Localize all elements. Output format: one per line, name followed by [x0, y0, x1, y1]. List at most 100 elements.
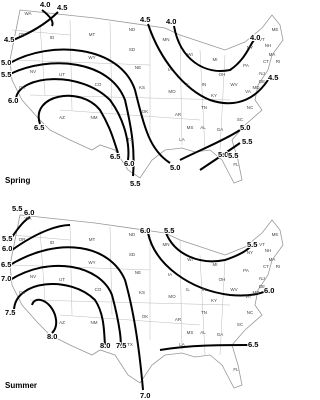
state-label: MA [269, 52, 276, 57]
contour-label: 5.5 [130, 179, 140, 188]
contour-label: 4.5 [268, 73, 278, 82]
contour-label: 5.5 [12, 204, 22, 213]
state-label: WA [24, 216, 31, 221]
season-title: Spring [5, 176, 30, 185]
summer-map: WA OR ID MT WY ND SD NE MN WI MI NY NV CA UT CO AZ NM KS OK… [0, 203, 284, 400]
state-label: VT [259, 242, 265, 247]
state-label: TN [201, 105, 207, 110]
contour-label: 8.0 [47, 332, 57, 341]
contour-line [37, 94, 119, 154]
state-label: MN [163, 37, 170, 42]
state-label: VA [245, 294, 251, 299]
state-label: TX [127, 137, 133, 142]
state-label: WY [88, 260, 95, 265]
state-label: MT [89, 32, 96, 37]
state-label: ID [50, 35, 55, 40]
contour-label: 5.5 [2, 234, 12, 243]
state-label: MI [213, 57, 218, 62]
state-label: NV [30, 69, 36, 74]
contour-line [31, 298, 58, 334]
state-label: DE [259, 284, 265, 289]
state-label: TN [201, 310, 207, 315]
state-label: GA [217, 332, 224, 337]
state-label: CA [19, 85, 25, 90]
state-label: ME [272, 232, 279, 237]
contour-label: 4.0 [250, 33, 260, 42]
contour-label: 5.5 [1, 70, 11, 79]
state-label: KY [211, 93, 217, 98]
state-label: NJ [259, 71, 265, 76]
state-label: OR [19, 32, 27, 37]
contour-label: 6.5 [110, 152, 120, 161]
state-label: CO [95, 82, 102, 87]
state-label: KS [139, 290, 145, 295]
contour-line [199, 142, 241, 171]
state-label: SD [129, 252, 136, 257]
state-label: VT [259, 37, 265, 42]
state-label: AL [200, 330, 206, 335]
state-label: MI [213, 262, 218, 267]
state-label: OH [219, 72, 226, 77]
contour-label: 4.0 [166, 17, 176, 26]
state-label: MO [168, 89, 176, 94]
state-label: NY [247, 250, 253, 255]
contour-label: 5.0 [218, 150, 228, 159]
spring-map: WA OR ID MT WY ND SD NE MN WI MI NY NV CA UT CO AZ NM KS OK… [0, 0, 284, 189]
state-label: ID [50, 240, 55, 245]
us-outline [9, 9, 284, 184]
contour-label: 4.5 [57, 3, 67, 12]
contour-label: 6.0 [24, 208, 34, 217]
contour-label: 7.5 [116, 341, 126, 350]
state-label: MT [89, 237, 96, 242]
state-label: GA [217, 127, 224, 132]
contour-line [9, 48, 171, 164]
contour-label: 5.5 [164, 226, 174, 235]
state-label: MA [269, 257, 276, 262]
contour-label: 5.5 [247, 240, 257, 249]
state-label: NH [265, 43, 272, 48]
state-label: NM [91, 320, 98, 325]
state-label: VA [245, 89, 251, 94]
state-label: ND [129, 232, 136, 237]
state-label: UT [59, 72, 65, 77]
state-label: WV [230, 287, 237, 292]
state-label: MS [187, 330, 194, 335]
state-label: NH [265, 248, 272, 253]
state-label: NE [135, 65, 141, 70]
contour-line [173, 25, 255, 72]
state-label: UT [59, 277, 65, 282]
contour-line [15, 78, 130, 161]
contour-label: 7.0 [140, 391, 150, 400]
state-label: DE [259, 79, 265, 84]
contour-label: 6.0 [8, 96, 18, 105]
state-label: AL [200, 125, 206, 130]
state-label: NJ [259, 276, 265, 281]
state-label: OR [19, 237, 27, 242]
state-label: IN [202, 287, 207, 292]
state-label: MD [253, 85, 261, 90]
state-label: IL [186, 82, 190, 87]
contour-label: 6.0 [2, 244, 12, 253]
state-label: ND [129, 27, 136, 32]
contour-label: 4.5 [4, 35, 14, 44]
contour-line [9, 264, 122, 346]
state-label: OH [219, 277, 226, 282]
state-label: AR [175, 317, 182, 322]
state-label: NE [135, 270, 141, 275]
page: WA OR ID MT WY ND SD NE MN WI MI NY NV CA UT CO AZ NM KS OK… [0, 0, 284, 400]
state-label: RI [276, 264, 281, 269]
state-label: IA [168, 272, 172, 277]
contour-label: 7.0 [1, 274, 11, 283]
state-label: IL [186, 287, 190, 292]
state-label: CO [95, 287, 102, 292]
contour-line [9, 246, 144, 391]
contour-label: 5.0 [1, 58, 11, 67]
state-label: MO [168, 294, 176, 299]
contour-label: 5.5 [228, 151, 238, 160]
state-label: OK [142, 314, 149, 319]
state-label: NY [247, 45, 253, 50]
season-title: Summer [5, 381, 37, 390]
contour-line [11, 224, 71, 251]
state-label: NC [247, 310, 254, 315]
state-label: AZ [59, 115, 65, 120]
